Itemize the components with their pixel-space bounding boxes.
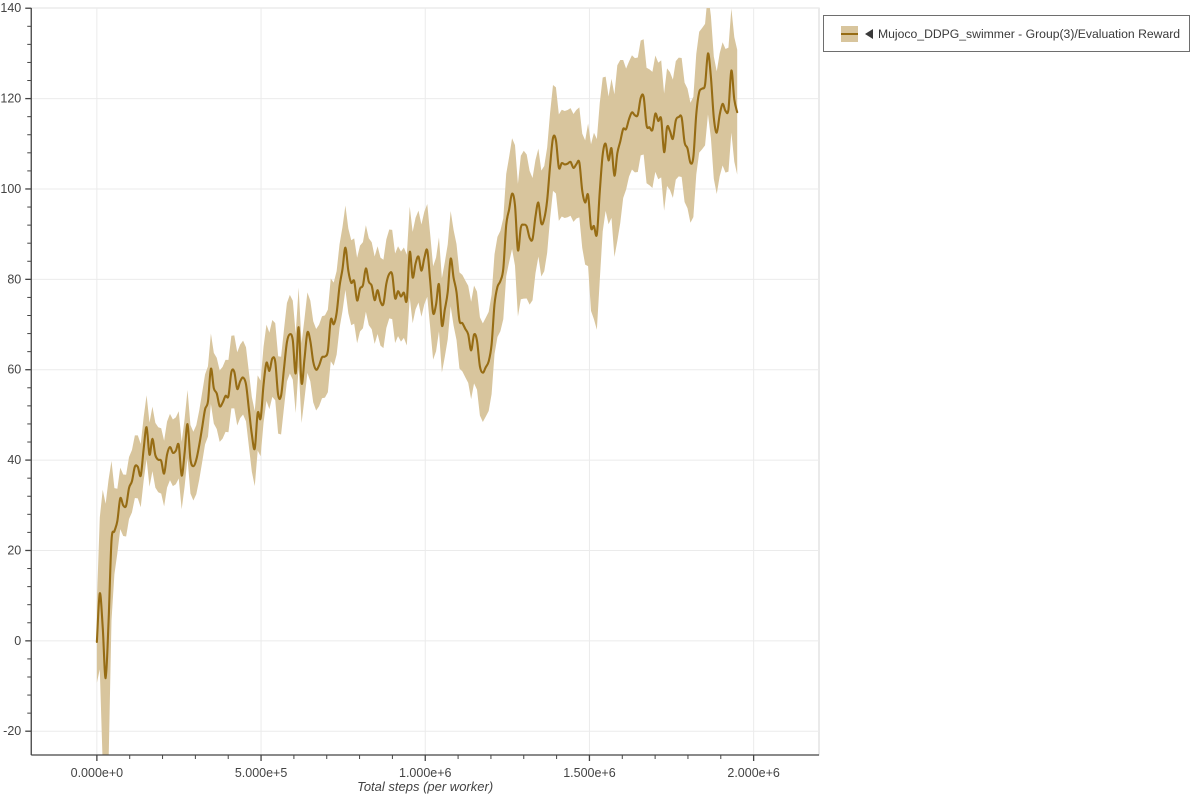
svg-text:2.000e+6: 2.000e+6: [727, 766, 780, 780]
svg-text:5.000e+5: 5.000e+5: [235, 766, 288, 780]
svg-text:1.500e+6: 1.500e+6: [563, 766, 616, 780]
svg-text:-20: -20: [3, 724, 21, 738]
svg-text:20: 20: [7, 543, 21, 557]
svg-text:80: 80: [7, 272, 21, 286]
svg-text:140: 140: [0, 1, 21, 15]
svg-text:0.000e+0: 0.000e+0: [71, 766, 124, 780]
svg-text:40: 40: [7, 453, 21, 467]
svg-text:1.000e+6: 1.000e+6: [399, 766, 452, 780]
svg-text:60: 60: [7, 363, 21, 377]
svg-text:0: 0: [14, 634, 21, 648]
svg-text:Total steps (per worker): Total steps (per worker): [357, 779, 493, 794]
svg-text:120: 120: [0, 92, 21, 106]
svg-text:100: 100: [0, 182, 21, 196]
